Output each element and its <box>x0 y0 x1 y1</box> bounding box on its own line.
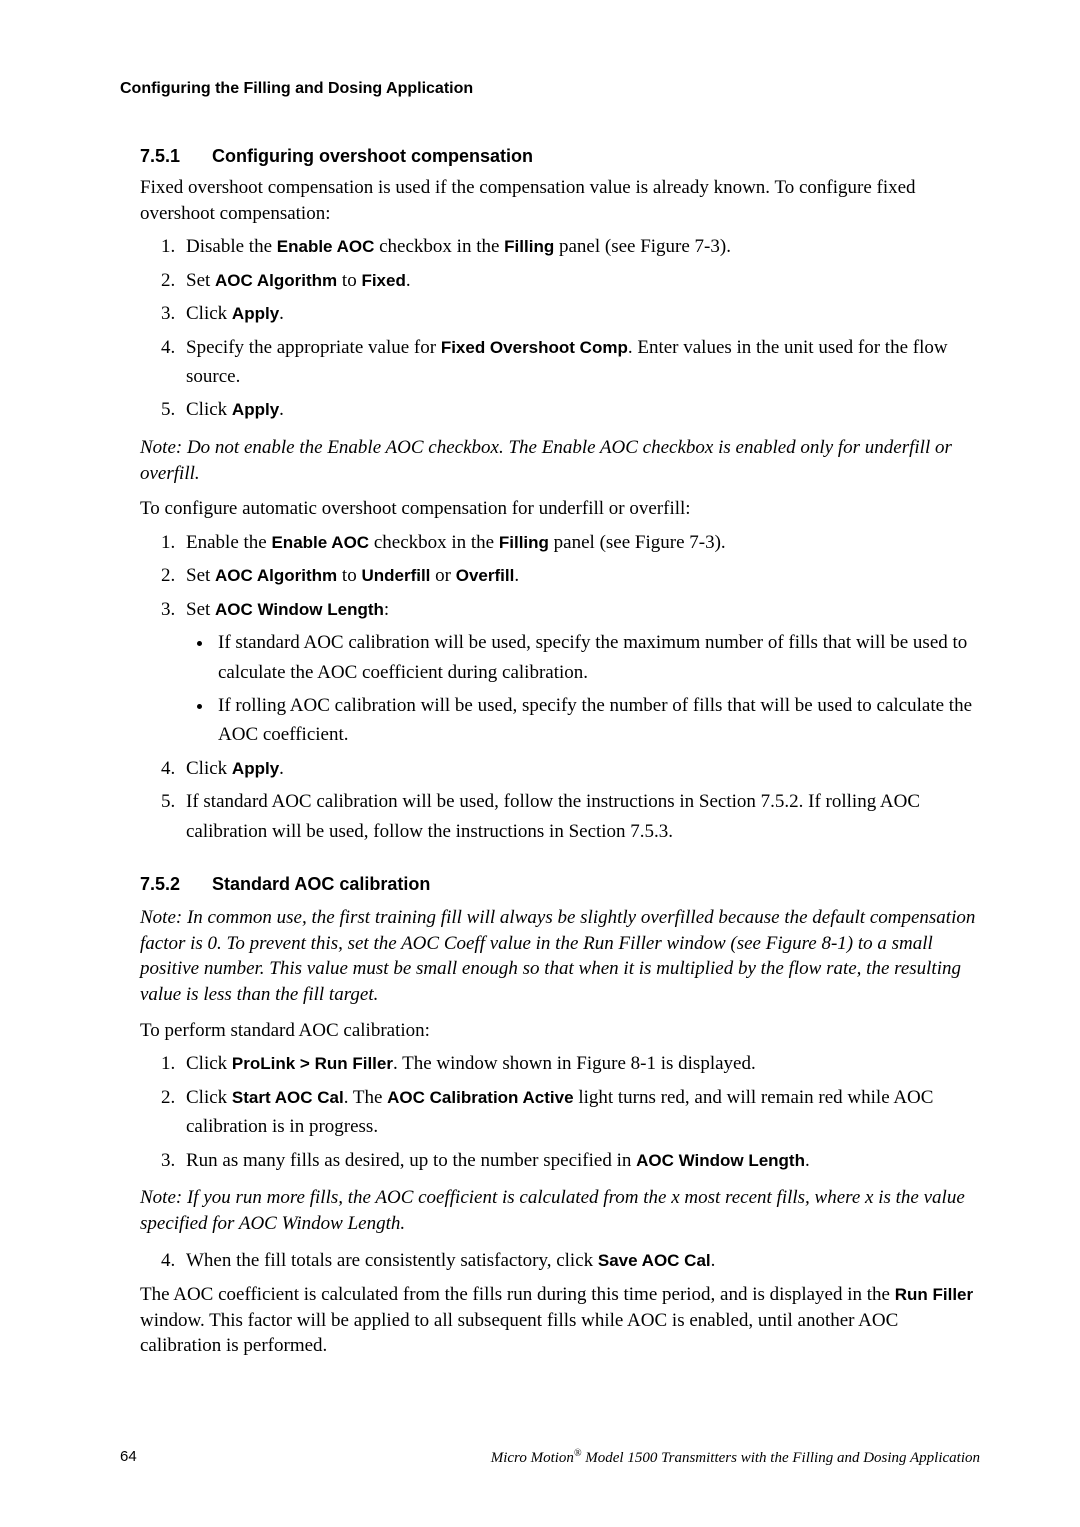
list-item: Set AOC Algorithm to Underfill or Overfi… <box>180 561 980 590</box>
list-item: If standard AOC calibration will be used… <box>180 787 980 846</box>
list-item: Run as many fills as desired, up to the … <box>180 1146 980 1175</box>
section-title: Configuring overshoot compensation <box>212 146 533 166</box>
list-item: When the fill totals are consistently sa… <box>180 1246 980 1275</box>
section-heading-751: 7.5.1Configuring overshoot compensation <box>140 146 980 167</box>
list-item: Enable the Enable AOC checkbox in the Fi… <box>180 528 980 557</box>
list-item: Click Apply. <box>180 395 980 424</box>
list-item: Click Apply. <box>180 299 980 328</box>
ordered-list: Enable the Enable AOC checkbox in the Fi… <box>180 528 980 846</box>
paragraph: To configure automatic overshoot compens… <box>140 496 980 522</box>
note-paragraph: Note: In common use, the first training … <box>140 905 980 1008</box>
page-number: 64 <box>120 1448 137 1465</box>
ordered-list: When the fill totals are consistently sa… <box>180 1246 980 1275</box>
section-number: 7.5.1 <box>140 146 212 167</box>
page-header: Configuring the Filling and Dosing Appli… <box>120 80 980 98</box>
section-heading-752: 7.5.2Standard AOC calibration <box>140 874 980 895</box>
list-item: Set AOC Window Length: If standard AOC c… <box>180 595 980 750</box>
ordered-list: Disable the Enable AOC checkbox in the F… <box>180 232 980 425</box>
list-item: Set AOC Algorithm to Fixed. <box>180 266 980 295</box>
note-paragraph: Note: If you run more fills, the AOC coe… <box>140 1185 980 1236</box>
note-paragraph: Note: Do not enable the Enable AOC check… <box>140 435 980 486</box>
footer-product: Micro Motion® Model 1500 Transmitters wi… <box>491 1448 980 1467</box>
list-item: Click Start AOC Cal. The AOC Calibration… <box>180 1083 980 1142</box>
paragraph: The AOC coefficient is calculated from t… <box>140 1282 980 1359</box>
page-footer: 64 Micro Motion® Model 1500 Transmitters… <box>120 1448 980 1467</box>
paragraph: Fixed overshoot compensation is used if … <box>140 175 980 226</box>
section-title: Standard AOC calibration <box>212 874 430 894</box>
list-item: Click Apply. <box>180 754 980 783</box>
sub-list-item: If standard AOC calibration will be used… <box>214 628 980 687</box>
paragraph: To perform standard AOC calibration: <box>140 1018 980 1044</box>
list-item: Click ProLink > Run Filler. The window s… <box>180 1049 980 1078</box>
section-number: 7.5.2 <box>140 874 212 895</box>
sub-list-item: If rolling AOC calibration will be used,… <box>214 691 980 750</box>
sub-list: If standard AOC calibration will be used… <box>214 628 980 750</box>
ordered-list: Click ProLink > Run Filler. The window s… <box>180 1049 980 1175</box>
list-item: Specify the appropriate value for Fixed … <box>180 333 980 392</box>
list-item: Disable the Enable AOC checkbox in the F… <box>180 232 980 261</box>
